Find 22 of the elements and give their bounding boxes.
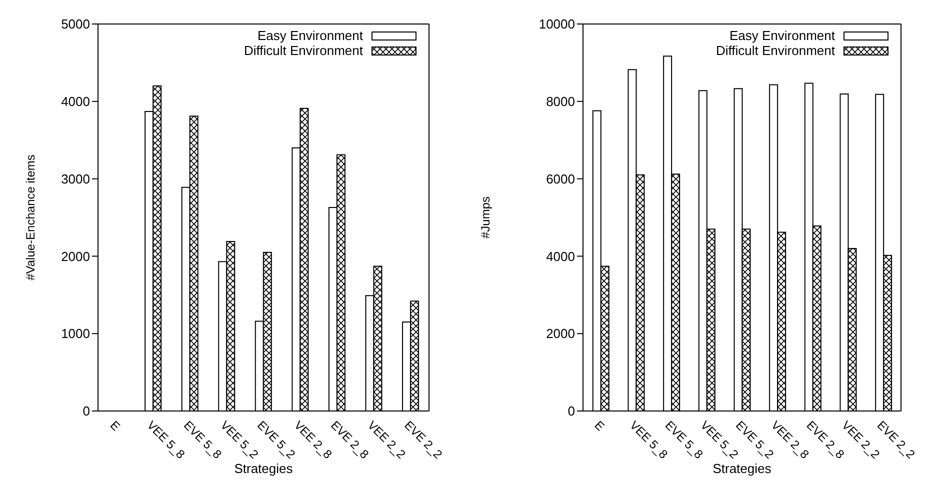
y-tick-label: 3000 bbox=[61, 171, 90, 186]
x-tick-label: E bbox=[592, 418, 608, 434]
y-tick-label: 4000 bbox=[61, 94, 90, 110]
legend-label: Difficult Environment bbox=[716, 43, 835, 58]
legend-label: Difficult Environment bbox=[244, 43, 363, 58]
y-tick-label: 2000 bbox=[546, 326, 575, 342]
y-axis-title: #Value-Enchance items bbox=[23, 154, 38, 280]
y-tick-label: 8000 bbox=[546, 94, 575, 110]
y-tick-label: 6000 bbox=[546, 171, 575, 186]
legend-label: Easy Environment bbox=[730, 28, 835, 43]
y-tick-label: 5000 bbox=[61, 16, 90, 32]
y-tick-label: 10000 bbox=[538, 16, 575, 32]
x-tick-label: E bbox=[107, 418, 124, 434]
y-axis-title: #Jumps bbox=[478, 196, 492, 239]
y-tick-label: 0 bbox=[568, 404, 575, 419]
legend-label: Easy Environment bbox=[258, 28, 363, 43]
x-axis-title: Strategies bbox=[234, 461, 294, 476]
y-tick-label: 4000 bbox=[546, 248, 575, 264]
y-tick-label: 1000 bbox=[61, 326, 90, 342]
y-tick-label: 0 bbox=[82, 404, 90, 419]
y-tick-label: 2000 bbox=[61, 248, 90, 264]
x-axis-title: Strategies bbox=[712, 461, 772, 476]
